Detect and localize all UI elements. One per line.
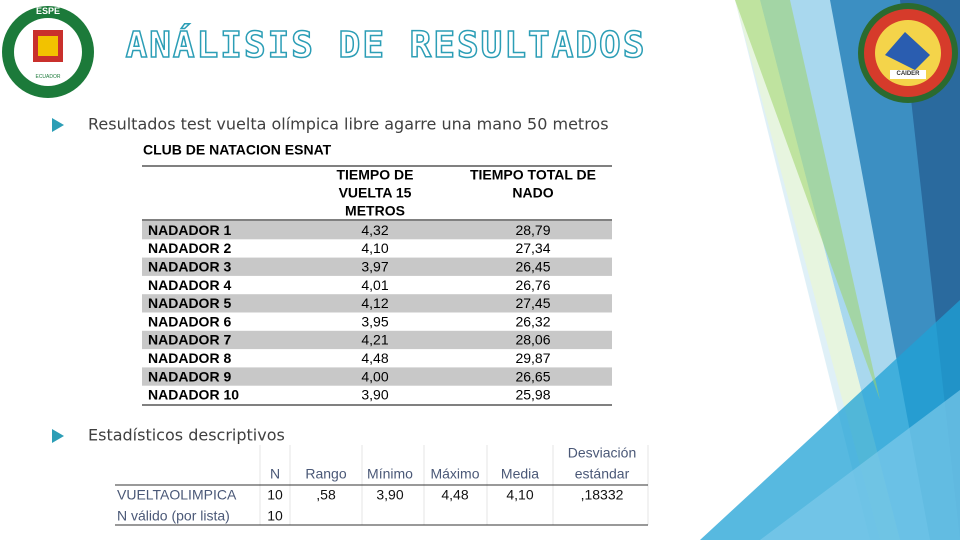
cell: 27,34	[515, 240, 550, 256]
cell: 3,90	[376, 487, 403, 503]
row-label: NADADOR 8	[148, 350, 231, 366]
cell: 4,32	[361, 222, 388, 238]
cell: 29,87	[515, 350, 550, 366]
row-label: NADADOR 4	[148, 277, 231, 293]
row-label: NADADOR 6	[148, 313, 231, 329]
row-band	[142, 257, 612, 276]
logo-text: ESPE	[36, 6, 60, 16]
column-header: VUELTA 15	[339, 185, 412, 201]
column-header: TIEMPO DE	[336, 167, 413, 183]
cell: 3,97	[361, 258, 388, 274]
cell: ,58	[316, 487, 336, 503]
bullet-icon	[52, 118, 64, 132]
row-label: VUELTAOLIMPICA	[117, 487, 237, 503]
logo-right: CAIDER	[858, 3, 958, 103]
cell: 25,98	[515, 387, 550, 403]
row-label: NADADOR 5	[148, 295, 231, 311]
column-header: Máximo	[430, 466, 479, 482]
cell: 10	[267, 508, 283, 524]
cell: 3,95	[361, 313, 388, 329]
cell: 4,21	[361, 332, 388, 348]
row-label: NADADOR 1	[148, 222, 231, 238]
cell: 4,48	[441, 487, 468, 503]
decoration	[700, 0, 960, 540]
row-label: N válido (por lista)	[117, 508, 230, 524]
cell: 28,79	[515, 222, 550, 238]
title: ANÁLISIS DE RESULTADOS	[126, 24, 647, 66]
cell: 4,48	[361, 350, 388, 366]
column-header: Rango	[305, 466, 346, 482]
cell: 26,65	[515, 368, 550, 384]
row-label: NADADOR 7	[148, 332, 231, 348]
row-band	[142, 294, 612, 313]
column-header: Desviación	[568, 445, 636, 461]
row-label: NADADOR 10	[148, 387, 239, 403]
cell: 3,90	[361, 387, 388, 403]
logo-left: ESPE ECUADOR	[2, 6, 94, 98]
logo-text: ECUADOR	[35, 74, 60, 80]
column-header: TIEMPO TOTAL DE	[470, 167, 596, 183]
bullet-text: Resultados test vuelta olímpica libre ag…	[88, 115, 609, 134]
cell: ,18332	[581, 487, 624, 503]
cell: 4,10	[506, 487, 533, 503]
row-band	[142, 367, 612, 386]
column-header: METROS	[345, 203, 405, 219]
cell: 26,76	[515, 277, 550, 293]
bullet-icon	[52, 429, 64, 443]
cell: 10	[267, 487, 283, 503]
stats-table: N Rango Mínimo Máximo Media Desviación estánda…	[115, 445, 649, 526]
row-label: NADADOR 3	[148, 258, 231, 274]
cell: 4,01	[361, 277, 388, 293]
table-caption: CLUB DE NATACION ESNAT	[143, 142, 332, 158]
cell: 27,45	[515, 295, 550, 311]
row-label: NADADOR 9	[148, 368, 231, 384]
column-header: NADO	[512, 185, 553, 201]
column-header: Media	[501, 466, 539, 482]
cell: 28,06	[515, 332, 550, 348]
column-header: N	[270, 466, 280, 482]
cell: 4,00	[361, 368, 388, 384]
column-header: Mínimo	[367, 466, 413, 482]
cell: 4,12	[361, 295, 388, 311]
logo-text: CAIDER	[896, 71, 920, 77]
cell: 4,10	[361, 240, 388, 256]
row-band	[142, 330, 612, 350]
row-label: NADADOR 2	[148, 240, 231, 256]
cell: 26,32	[515, 313, 550, 329]
cell: 26,45	[515, 258, 550, 274]
column-header: estándar	[575, 466, 630, 482]
bullet-text: Estadísticos descriptivos	[88, 426, 285, 445]
row-band	[142, 221, 612, 240]
